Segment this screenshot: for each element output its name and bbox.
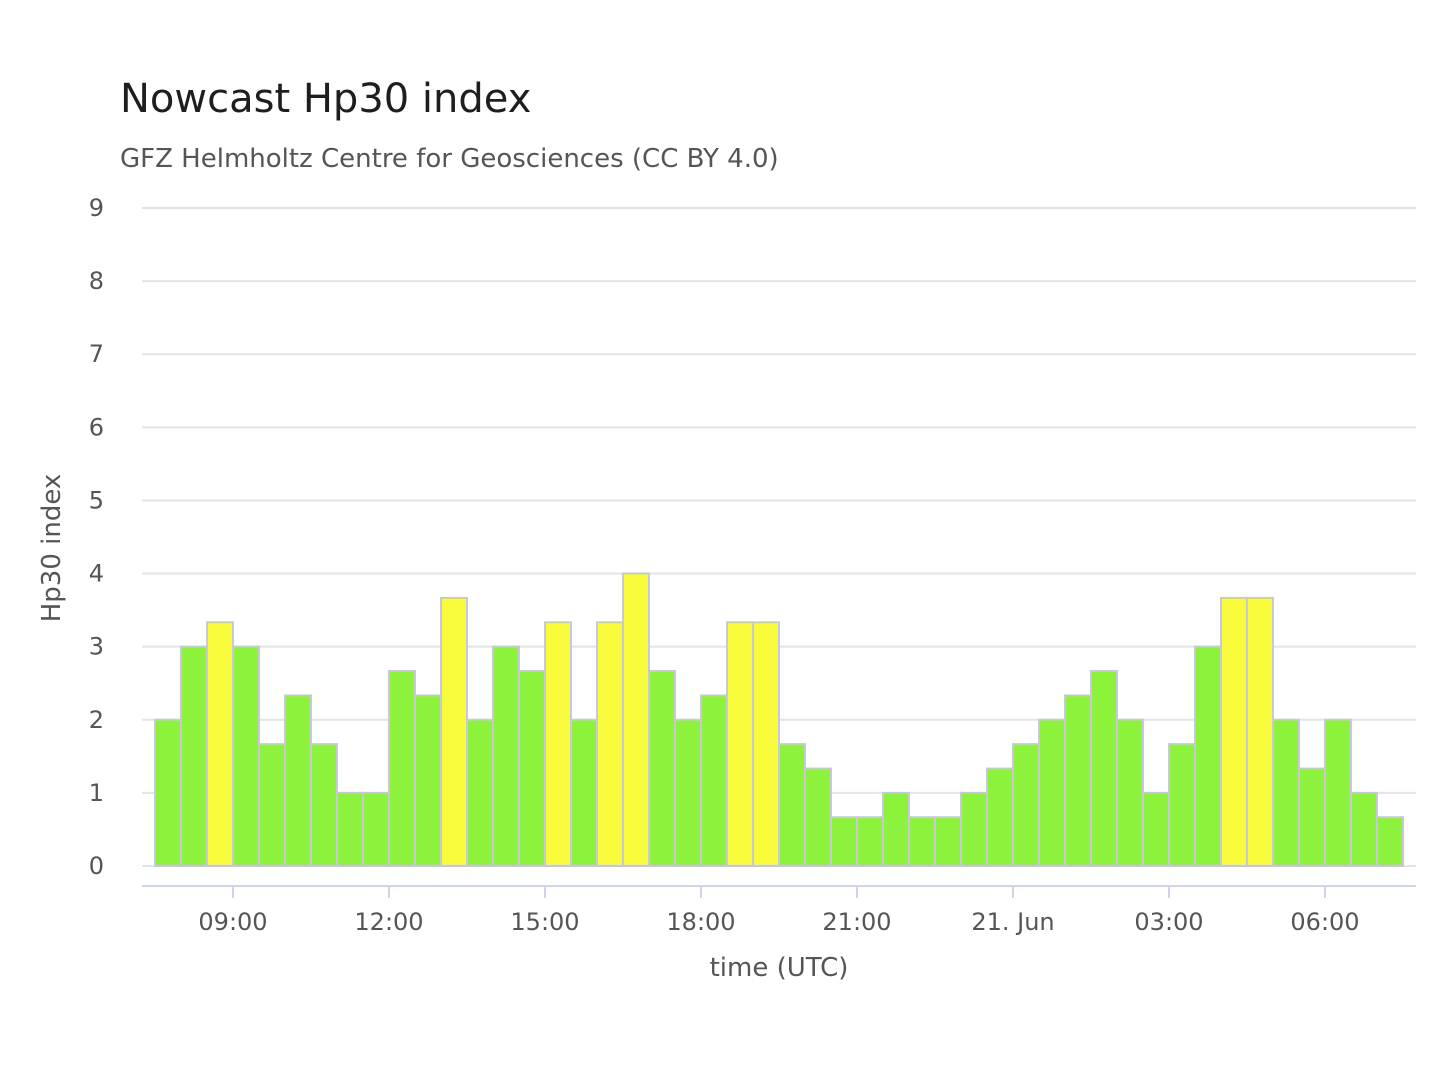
y-axis-tick-labels: 0 1 2 3 4 5 6 7 8 9 [89, 194, 104, 880]
bar-47 [1376, 816, 1404, 867]
x-tick-label: 03:00 [1134, 908, 1203, 936]
chart-title: Nowcast Hp30 index [120, 76, 532, 122]
y-axis-title: Hp30 index [37, 474, 67, 623]
bar-6 [310, 743, 338, 867]
y-tick-label-5: 5 [89, 486, 104, 514]
bar-28 [882, 791, 910, 868]
bar-12 [466, 718, 494, 867]
bar-5 [284, 694, 312, 867]
y-tick-label-6: 6 [89, 413, 104, 441]
bar-9 [388, 670, 416, 868]
bar-27 [856, 816, 884, 867]
chart-subtitle: GFZ Helmholtz Centre for Geosciences (CC… [120, 144, 779, 174]
bar-46 [1350, 791, 1378, 868]
bar-1 [180, 645, 208, 868]
bar-40 [1194, 645, 1222, 868]
bar-31 [960, 791, 988, 868]
x-tick-label: 15:00 [510, 908, 579, 936]
bar-14 [518, 670, 546, 868]
bar-21 [700, 694, 728, 867]
y-tick-label-2: 2 [89, 706, 104, 734]
bar-10 [414, 694, 442, 867]
x-tick-label: 12:00 [354, 908, 423, 936]
bar-11 [440, 596, 468, 867]
x-tick-label: 18:00 [666, 908, 735, 936]
x-tick-label: 09:00 [198, 908, 267, 936]
bar-34 [1038, 718, 1066, 867]
bar-39 [1168, 743, 1196, 867]
y-tick-label-7: 7 [89, 340, 104, 368]
bar-41 [1220, 596, 1248, 867]
bar-33 [1012, 743, 1040, 867]
bar-32 [986, 767, 1014, 868]
bar-42 [1246, 596, 1274, 867]
bar-0 [154, 718, 182, 867]
bar-4 [258, 743, 286, 867]
bar-17 [596, 621, 624, 868]
bar-30 [934, 816, 962, 867]
y-tick-label-4: 4 [89, 560, 104, 588]
bar-26 [830, 816, 858, 867]
bar-29 [908, 816, 936, 867]
y-tick-label-9: 9 [89, 194, 104, 222]
bar-44 [1298, 767, 1326, 868]
bar-23 [752, 621, 780, 868]
bar-20 [674, 718, 702, 867]
x-tick-label: 21. Jun [971, 908, 1054, 936]
bar-19 [648, 670, 676, 868]
bar-25 [804, 767, 832, 868]
y-tick-label-0: 0 [89, 852, 104, 880]
bar-22 [726, 621, 754, 868]
bars [154, 572, 1404, 868]
bar-18 [622, 572, 650, 867]
bar-2 [206, 621, 234, 868]
bar-3 [232, 645, 260, 868]
bar-36 [1090, 670, 1118, 868]
y-tick-label-1: 1 [89, 779, 104, 807]
bar-43 [1272, 718, 1300, 867]
bar-7 [336, 791, 364, 868]
y-tick-label-3: 3 [89, 633, 104, 661]
x-axis-title: time (UTC) [710, 953, 849, 983]
y-tick-label-8: 8 [89, 267, 104, 295]
bar-8 [362, 791, 390, 868]
bar-45 [1324, 718, 1352, 867]
bar-13 [492, 645, 520, 868]
bar-35 [1064, 694, 1092, 867]
bar-38 [1142, 791, 1170, 868]
x-tick-label: 21:00 [822, 908, 891, 936]
bar-24 [778, 743, 806, 867]
bar-37 [1116, 718, 1144, 867]
x-tick-label: 06:00 [1290, 908, 1359, 936]
bar-15 [544, 621, 572, 868]
bar-16 [570, 718, 598, 867]
x-axis-ticks: 09:00 12:00 15:00 18:00 21:00 21. Jun 03:00 06:… [198, 886, 1360, 936]
